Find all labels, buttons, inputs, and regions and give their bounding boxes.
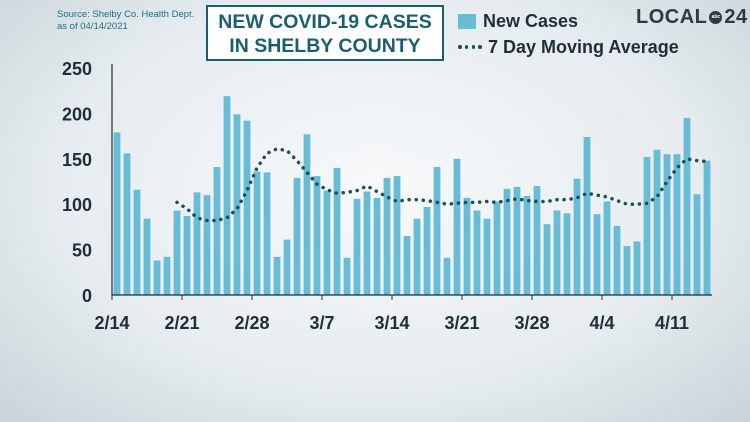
bar: [493, 201, 501, 295]
chart-title: NEW COVID-19 CASES IN SHELBY COUNTY: [206, 5, 444, 61]
bar: [343, 257, 351, 295]
bar: [223, 96, 231, 295]
bar: [483, 218, 491, 295]
title-line-2: IN SHELBY COUNTY: [229, 35, 421, 57]
abc-logo-icon: abc: [709, 11, 723, 24]
bar: [553, 210, 561, 295]
legend: New Cases 7 Day Moving Average: [458, 8, 679, 60]
x-tick-label: 3/28: [514, 313, 549, 333]
bar: [423, 206, 431, 295]
bar: [363, 191, 371, 295]
bar: [413, 218, 421, 295]
bar: [473, 210, 481, 295]
bar: [123, 153, 131, 295]
bar: [393, 176, 401, 295]
station-logo: LOCAL abc 24: [636, 6, 748, 29]
bar: [283, 239, 291, 295]
bar: [583, 137, 591, 295]
bar: [233, 114, 241, 295]
y-tick-label: 100: [62, 195, 92, 215]
bar: [513, 186, 521, 295]
y-tick-label: 50: [72, 241, 92, 261]
bar: [213, 166, 221, 295]
bar: [353, 198, 361, 295]
y-tick-label: 0: [82, 286, 92, 306]
x-tick-label: 4/4: [589, 313, 614, 333]
logo-suffix: 24: [724, 6, 748, 28]
bar: [573, 178, 581, 295]
bar: [443, 257, 451, 295]
x-tick-label: 2/14: [94, 313, 129, 333]
source-note: Source: Shelby Co. Health Dept. as of 04…: [57, 9, 194, 33]
bar: [643, 156, 651, 295]
legend-label-new-cases: New Cases: [483, 10, 579, 31]
bar: [633, 241, 641, 295]
y-tick-label: 250: [62, 59, 92, 79]
bar: [203, 195, 211, 295]
bar: [253, 171, 261, 295]
bar: [503, 188, 511, 295]
bar: [263, 172, 271, 295]
bar: [603, 201, 611, 295]
bar: [563, 213, 571, 295]
bar: [523, 196, 531, 295]
bar: [683, 117, 691, 295]
dotted-line-swatch-icon: [458, 45, 482, 49]
bar: [173, 210, 181, 295]
x-tick-label: 2/28: [234, 313, 269, 333]
bar: [653, 149, 661, 295]
bar: [623, 245, 631, 295]
x-tick-label: 3/14: [374, 313, 409, 333]
legend-item-new-cases: New Cases: [458, 8, 679, 34]
bar: [463, 197, 471, 295]
y-tick-label: 150: [62, 150, 92, 170]
bar: [293, 177, 301, 295]
x-tick-label: 4/11: [655, 313, 689, 333]
bar: [333, 167, 341, 295]
bar: [533, 186, 541, 295]
bar: [673, 154, 681, 295]
bar: [113, 132, 121, 295]
bar: [543, 224, 551, 295]
bar: [383, 177, 391, 295]
bar: [693, 194, 701, 295]
logo-prefix: LOCAL: [636, 6, 708, 28]
source-line: Source: Shelby Co. Health Dept.: [57, 9, 195, 20]
bar: [403, 235, 411, 295]
bar: [703, 160, 711, 295]
bar: [243, 120, 251, 295]
bar-swatch-icon: [458, 13, 476, 29]
bar: [323, 190, 331, 295]
title-line-1: NEW COVID-19 CASES: [218, 11, 432, 33]
bar: [163, 256, 171, 295]
bar: [313, 176, 321, 295]
bar: [663, 154, 671, 295]
bar: [133, 189, 141, 295]
bar: [193, 192, 201, 295]
bar: [303, 134, 311, 295]
bar: [613, 225, 621, 295]
y-tick-label: 200: [62, 104, 92, 124]
moving-average-line: [175, 146, 709, 223]
legend-item-moving-average: 7 Day Moving Average: [458, 34, 679, 60]
bar: [373, 197, 381, 295]
date-line: as of 04/14/2021: [57, 21, 128, 32]
bar: [433, 166, 441, 295]
x-tick-label: 2/21: [164, 313, 199, 333]
bar: [593, 214, 601, 295]
x-tick-label: 3/7: [309, 313, 334, 333]
bar: [153, 260, 161, 295]
x-tick-label: 3/21: [444, 313, 479, 333]
bar: [273, 256, 281, 295]
bar: [183, 216, 191, 295]
legend-label-moving-average: 7 Day Moving Average: [488, 36, 679, 57]
bar: [143, 218, 151, 295]
bar: [453, 158, 461, 295]
